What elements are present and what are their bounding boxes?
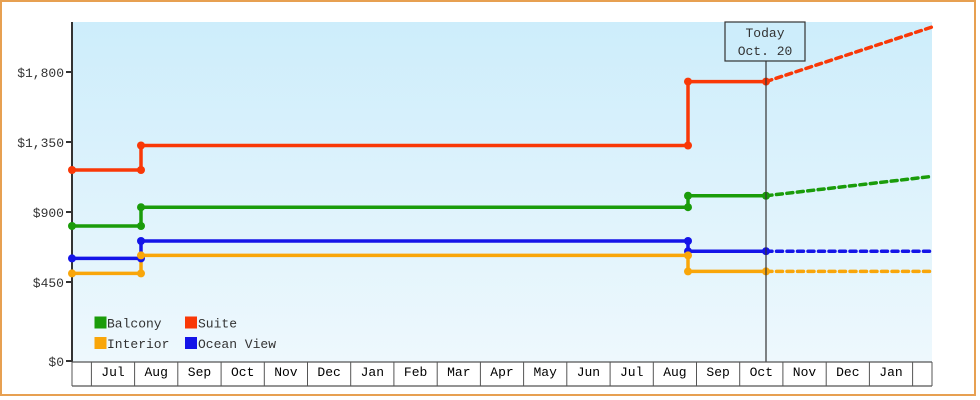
svg-text:Apr: Apr xyxy=(490,365,513,380)
svg-text:Jul: Jul xyxy=(620,365,644,380)
svg-text:Nov: Nov xyxy=(274,365,298,380)
svg-text:Mar: Mar xyxy=(447,365,470,380)
svg-text:Oct: Oct xyxy=(750,365,773,380)
svg-text:$1,800: $1,800 xyxy=(17,66,64,81)
svg-text:Suite: Suite xyxy=(198,317,237,332)
svg-text:Nov: Nov xyxy=(793,365,817,380)
svg-text:Aug: Aug xyxy=(144,365,167,380)
svg-text:Jun: Jun xyxy=(577,365,600,380)
svg-text:Ocean View: Ocean View xyxy=(198,337,276,352)
svg-text:Jul: Jul xyxy=(101,365,125,380)
svg-text:Dec: Dec xyxy=(836,365,859,380)
svg-text:Balcony: Balcony xyxy=(107,317,162,332)
svg-text:$0: $0 xyxy=(48,355,64,370)
svg-text:Oct. 20: Oct. 20 xyxy=(738,44,793,59)
svg-text:Oct: Oct xyxy=(231,365,254,380)
svg-text:Feb: Feb xyxy=(404,365,427,380)
svg-text:$900: $900 xyxy=(33,206,64,221)
svg-text:May: May xyxy=(533,365,557,380)
svg-text:Sep: Sep xyxy=(706,365,729,380)
svg-text:$1,350: $1,350 xyxy=(17,136,64,151)
svg-text:Jan: Jan xyxy=(879,365,902,380)
svg-text:Aug: Aug xyxy=(663,365,686,380)
svg-text:Dec: Dec xyxy=(317,365,340,380)
svg-text:Jan: Jan xyxy=(361,365,384,380)
svg-text:Interior: Interior xyxy=(107,337,169,352)
svg-text:Sep: Sep xyxy=(188,365,211,380)
svg-text:Today: Today xyxy=(745,26,784,41)
svg-text:$450: $450 xyxy=(33,276,64,291)
